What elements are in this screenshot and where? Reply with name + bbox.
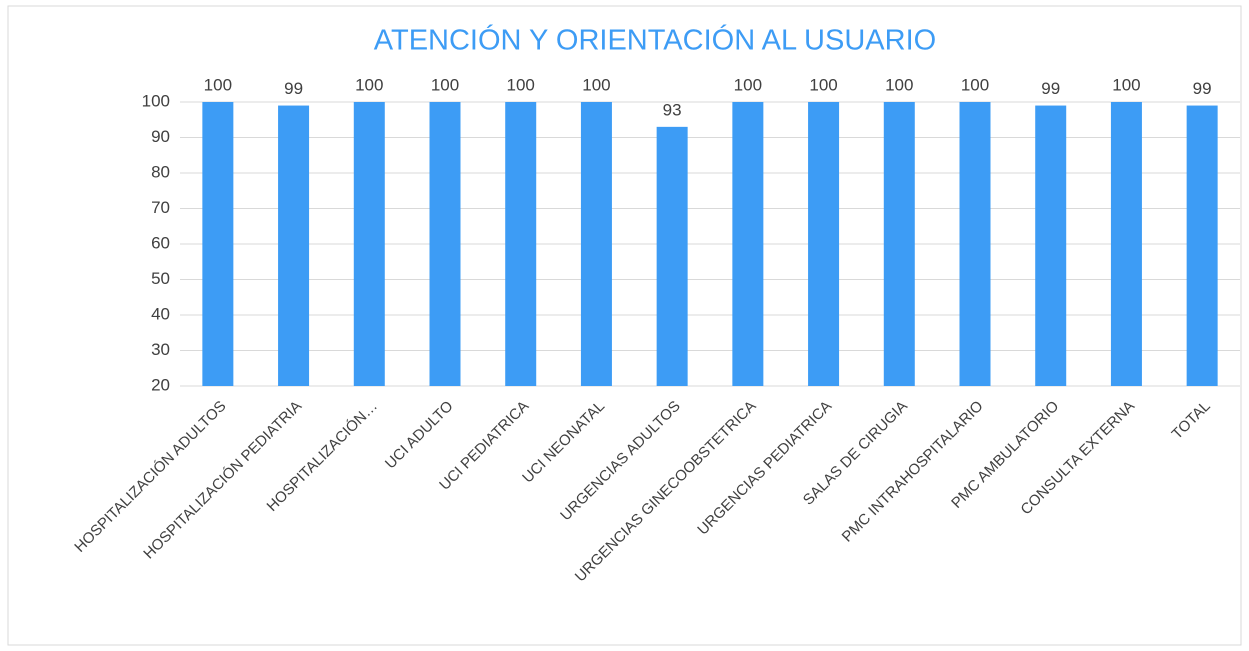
value-label: 100 <box>355 75 383 94</box>
y-tick-label: 100 <box>142 91 170 110</box>
chart-title: ATENCIÓN Y ORIENTACIÓN AL USUARIO <box>374 24 936 57</box>
value-label: 100 <box>507 75 535 94</box>
value-label: 100 <box>885 75 913 94</box>
bar <box>429 102 461 386</box>
value-label: 100 <box>734 75 762 94</box>
y-tick-label: 70 <box>151 198 170 217</box>
y-tick-label: 40 <box>151 304 170 323</box>
value-label: 93 <box>663 100 682 119</box>
value-label: 100 <box>1112 75 1140 94</box>
y-tick-label: 50 <box>151 269 170 288</box>
bar <box>808 102 840 386</box>
bar <box>883 102 915 386</box>
bar <box>278 105 310 387</box>
bar <box>1186 105 1218 387</box>
bar <box>1035 105 1067 387</box>
value-label: 100 <box>961 75 989 94</box>
y-tick-label: 80 <box>151 162 170 181</box>
bar <box>505 102 537 386</box>
value-label: 100 <box>431 75 459 94</box>
bar <box>656 126 688 386</box>
bar <box>732 102 764 386</box>
value-label: 100 <box>582 75 610 94</box>
y-tick-label: 90 <box>151 127 170 146</box>
bar <box>580 102 612 386</box>
value-label: 100 <box>204 75 232 94</box>
bar <box>353 102 385 386</box>
bar <box>202 102 234 386</box>
value-label: 99 <box>284 79 303 98</box>
bar <box>1110 102 1142 386</box>
value-label: 100 <box>809 75 837 94</box>
bar <box>959 102 991 386</box>
y-tick-label: 60 <box>151 233 170 252</box>
y-tick-label: 20 <box>151 375 170 394</box>
value-label: 99 <box>1041 79 1060 98</box>
y-tick-label: 30 <box>151 340 170 359</box>
value-label: 99 <box>1193 79 1212 98</box>
